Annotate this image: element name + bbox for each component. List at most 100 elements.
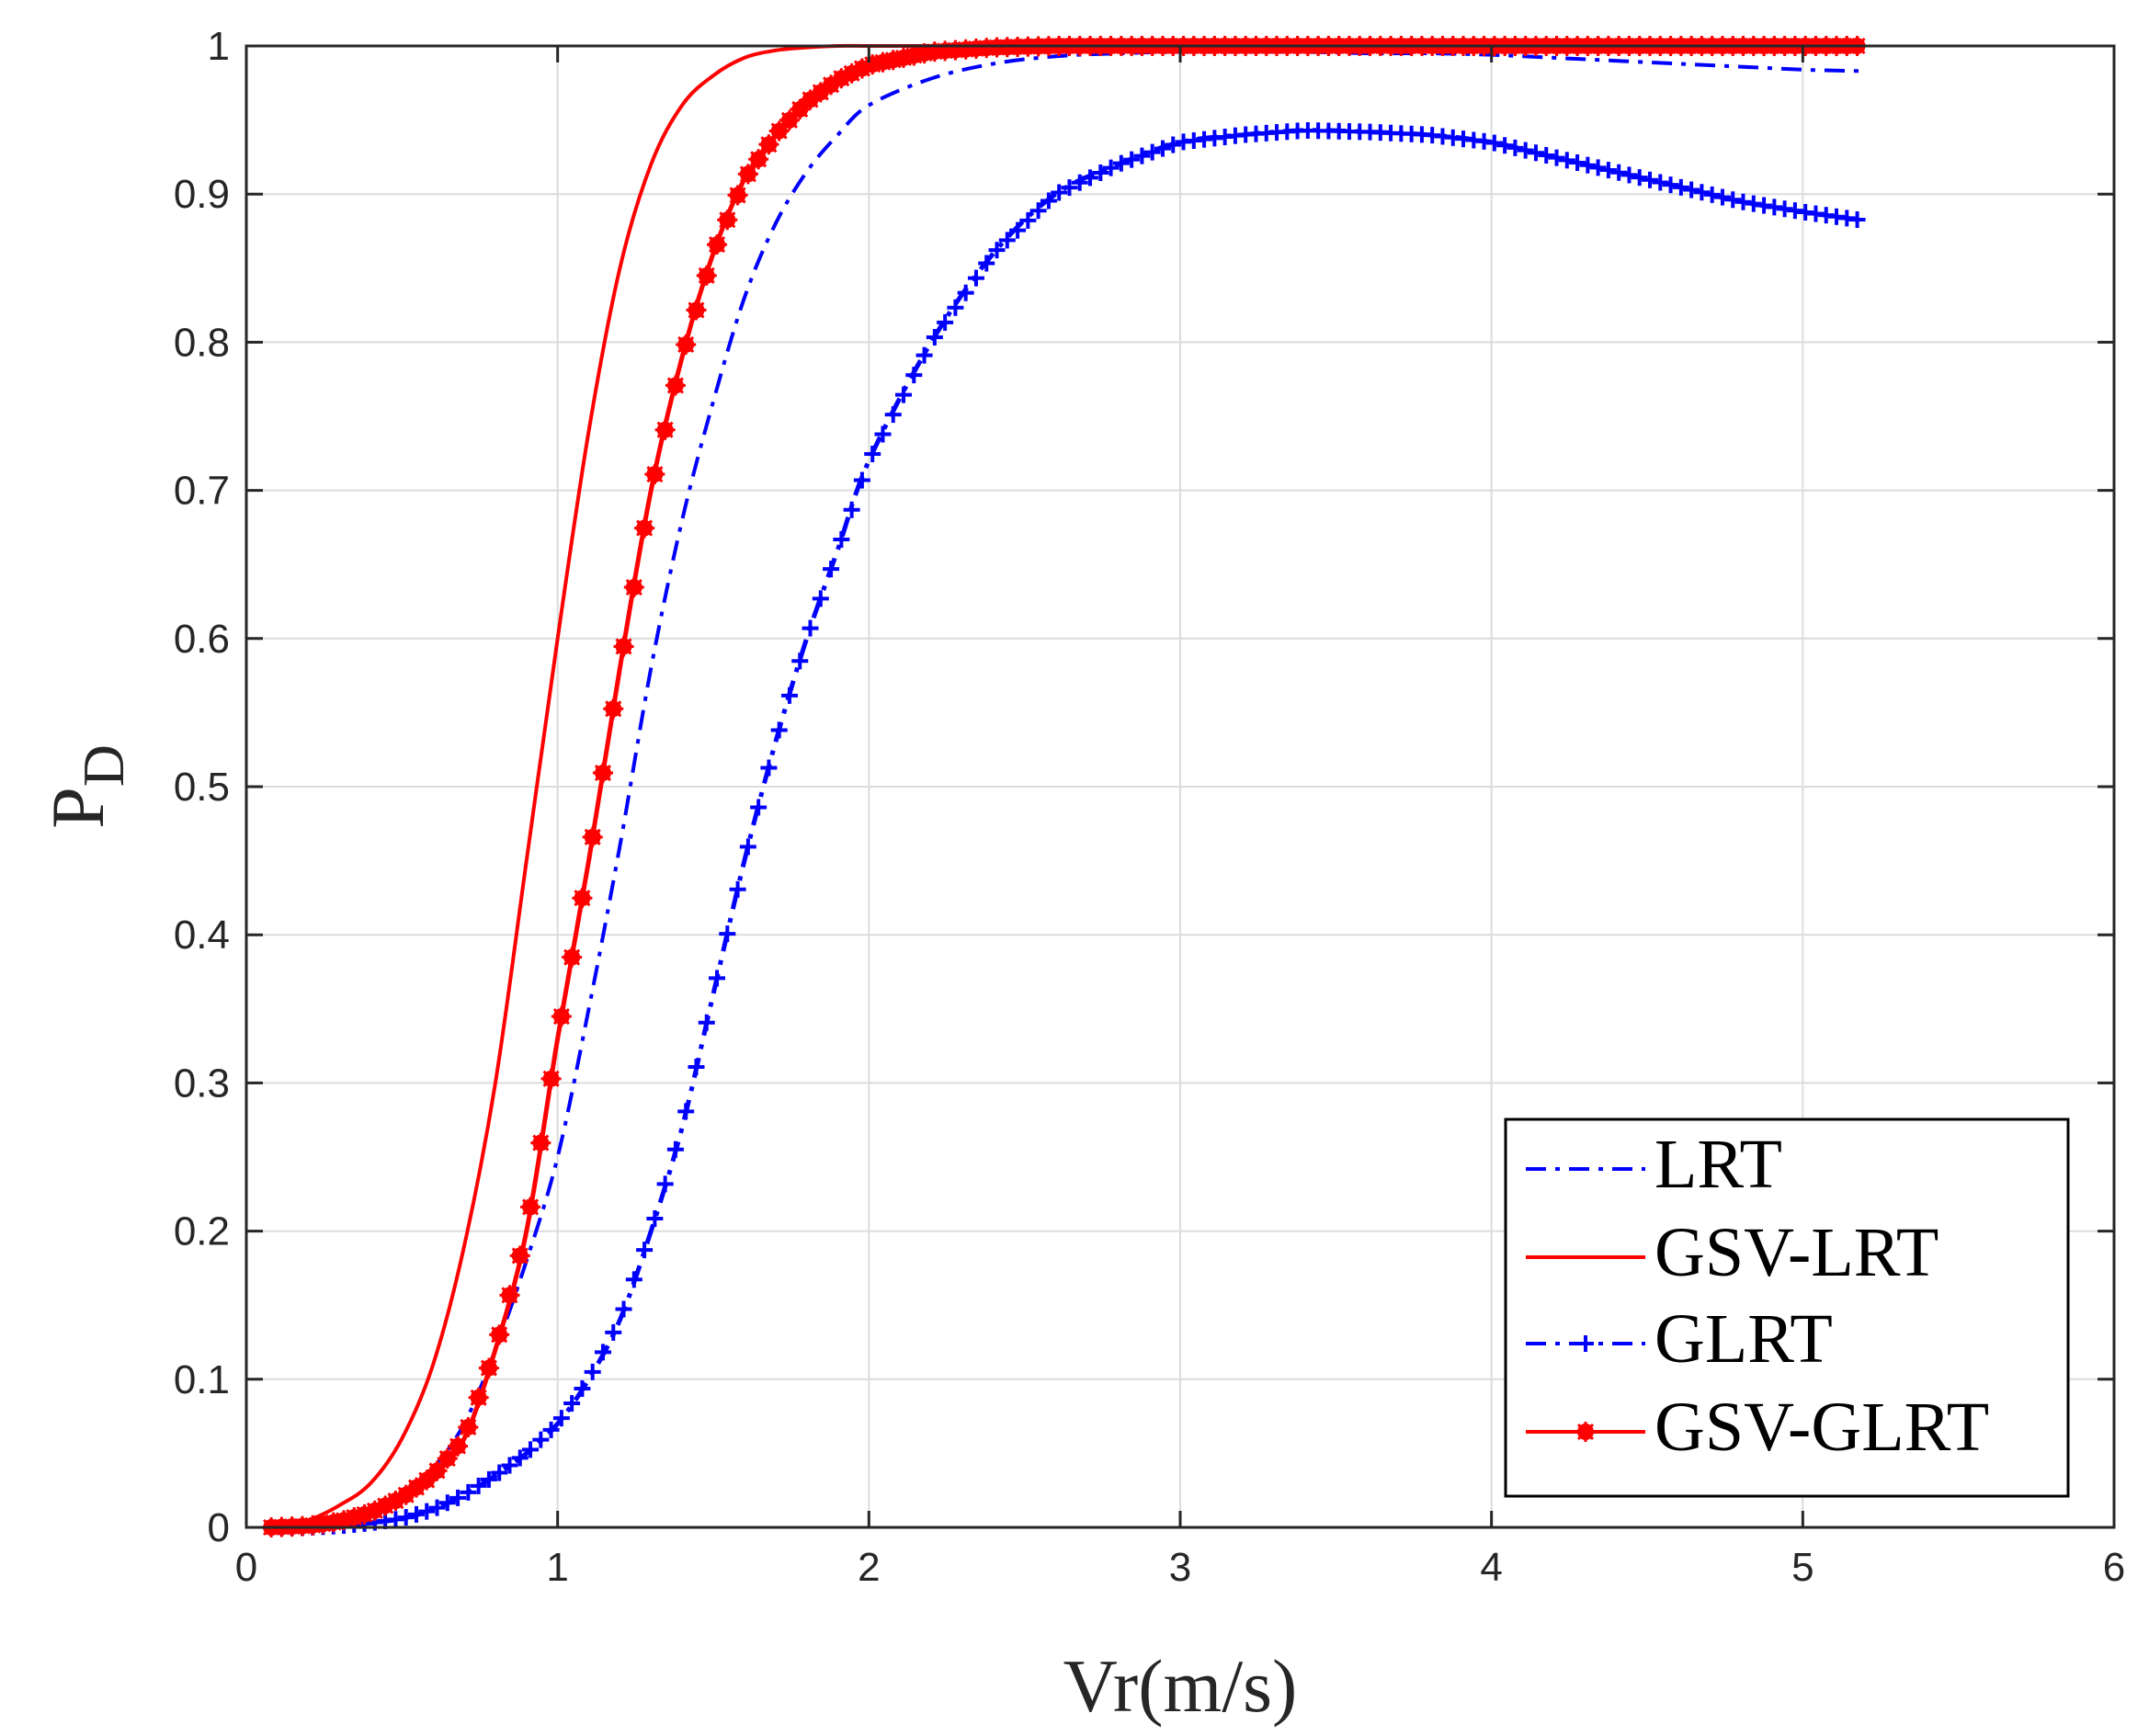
series-marker-glrt — [1713, 188, 1731, 206]
series-marker-glrt — [884, 406, 902, 424]
legend-item-glrt: GLRT — [1526, 1300, 1833, 1378]
series-marker-glrt — [1009, 221, 1027, 239]
series-marker-gsv-glrt — [509, 1245, 530, 1266]
series-marker-glrt — [584, 1363, 601, 1380]
series-marker-gsv-glrt — [582, 826, 603, 847]
series-marker-gsv-glrt — [634, 517, 655, 539]
y-tick-label: 0.5 — [174, 765, 230, 810]
series-marker-glrt — [636, 1242, 654, 1259]
series-marker-glrt — [1848, 211, 1866, 229]
x-tick-label: 0 — [235, 1545, 257, 1590]
series-marker-glrt — [1620, 166, 1638, 184]
series-marker-gsv-glrt — [758, 134, 779, 155]
series-marker-glrt — [1165, 136, 1182, 153]
series-marker-glrt — [988, 242, 1006, 259]
series-marker-gsv-glrt — [665, 375, 686, 396]
series-marker-gsv-glrt — [478, 1357, 499, 1379]
series-marker-glrt — [1507, 139, 1524, 156]
series-marker-glrt — [1703, 186, 1721, 203]
series-marker-glrt — [698, 1014, 715, 1031]
x-tick-label: 2 — [858, 1545, 880, 1590]
series-marker-glrt — [1662, 176, 1679, 194]
series-marker-glrt — [833, 530, 850, 548]
series-marker-glrt — [1029, 202, 1047, 220]
series-marker-glrt — [460, 1483, 477, 1501]
series-marker-gsv-glrt — [562, 947, 583, 968]
series-marker-glrt — [470, 1477, 487, 1494]
y-tick-label: 0.2 — [174, 1209, 230, 1254]
x-axis-title: Vr(m/s) — [1063, 1644, 1298, 1728]
y-tick-label: 0.1 — [174, 1357, 230, 1402]
series-marker-glrt — [843, 501, 860, 518]
series-marker-glrt — [1019, 211, 1037, 229]
legend-marker-glrt — [1577, 1335, 1594, 1352]
series-marker-glrt — [1610, 164, 1628, 181]
series-marker-glrt — [780, 686, 798, 704]
series-marker-glrt — [895, 386, 913, 403]
series-marker-glrt — [957, 284, 974, 301]
series-marker-gsv-glrt — [468, 1387, 489, 1408]
legend-label-gsv-lrt: GSV-LRT — [1654, 1214, 1939, 1291]
series-marker-gsv-glrt — [540, 1068, 562, 1089]
series-marker-gsv-glrt — [613, 636, 634, 657]
series-marker-gsv-glrt — [654, 419, 676, 440]
series-marker-glrt — [677, 1103, 695, 1120]
series-marker-glrt — [926, 328, 943, 346]
series-marker-glrt — [1123, 151, 1141, 168]
series-marker-glrt — [1154, 140, 1171, 157]
series-marker-glrt — [1496, 137, 1514, 154]
series-marker-glrt — [1599, 162, 1617, 179]
series-marker-glrt — [1683, 181, 1700, 199]
series-marker-glrt — [594, 1344, 611, 1361]
series-marker-glrt — [552, 1410, 570, 1427]
series-marker-gsv-glrt — [458, 1416, 479, 1437]
y-axis-title: PD — [36, 744, 136, 829]
series-marker-glrt — [915, 346, 933, 364]
series-marker-glrt — [812, 590, 829, 607]
series-marker-gsv-glrt — [448, 1435, 469, 1457]
series-marker-gsv-glrt — [707, 234, 728, 255]
series-marker-gsv-glrt — [768, 120, 790, 142]
series-marker-glrt — [605, 1323, 622, 1341]
series-marker-glrt — [947, 299, 964, 316]
series-marker-glrt — [563, 1395, 581, 1413]
series-marker-gsv-glrt — [676, 334, 697, 355]
series-marker-glrt — [1652, 174, 1669, 191]
series-marker-gsv-glrt — [737, 164, 758, 185]
series-marker-gsv-glrt — [644, 464, 665, 485]
series-marker-glrt — [1092, 164, 1109, 181]
series-marker-glrt — [1061, 179, 1078, 197]
series-marker-glrt — [1589, 159, 1607, 176]
y-tick-label: 0.3 — [174, 1061, 230, 1106]
legend-item-gsv-glrt: GSV-GLRT — [1526, 1389, 1989, 1466]
legend-item-gsv-lrt: GSV-LRT — [1526, 1214, 1939, 1291]
series-marker-gsv-glrt — [592, 763, 613, 784]
y-axis-title-main: P — [36, 787, 119, 829]
series-marker-glrt — [1102, 159, 1120, 176]
series-marker-glrt — [1724, 191, 1742, 209]
series-marker-glrt — [1538, 146, 1555, 164]
axis-ticks: 0 1 2 3 4 5 6 0 0.1 0.2 0.3 0.4 0.5 0.6 0.7 0.8 0.9 1 — [174, 24, 2125, 1590]
legend-label-glrt: GLRT — [1654, 1300, 1833, 1378]
series-marker-glrt — [1040, 192, 1057, 210]
series-marker-glrt — [750, 799, 768, 816]
series-marker-glrt — [1642, 171, 1659, 188]
series-marker-glrt — [1485, 134, 1503, 152]
series-marker-glrt — [449, 1489, 467, 1506]
series-marker-gsv-glrt — [603, 698, 624, 720]
series-marker-gsv-glrt — [748, 149, 769, 170]
legend-marker-gsv-glrt — [1575, 1422, 1596, 1442]
series-marker-glrt — [905, 367, 923, 384]
svg-text:PD: PD — [36, 744, 136, 829]
series-marker-gsv-glrt — [499, 1285, 520, 1306]
series-marker-glrt — [1579, 156, 1597, 174]
x-tick-label: 3 — [1169, 1545, 1191, 1590]
y-tick-label: 1 — [208, 24, 230, 69]
series-marker-glrt — [646, 1209, 664, 1227]
series-marker-glrt — [1631, 169, 1648, 187]
series-marker-glrt — [1672, 178, 1689, 196]
series-marker-glrt — [978, 255, 995, 272]
series-marker-glrt — [397, 1509, 415, 1526]
series-marker-glrt — [1693, 184, 1711, 201]
